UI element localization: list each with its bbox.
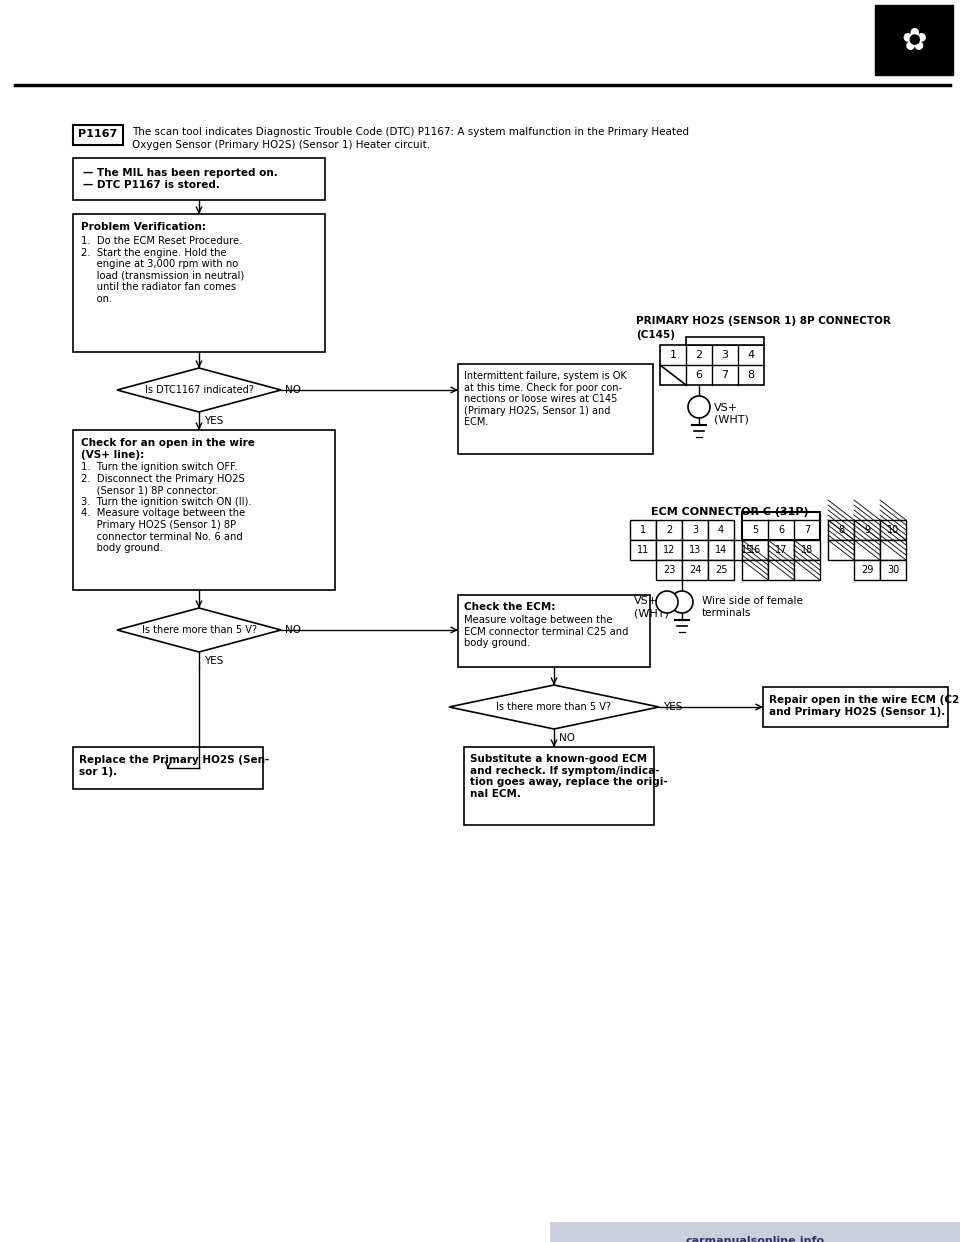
Circle shape	[671, 591, 693, 614]
FancyBboxPatch shape	[742, 560, 768, 580]
Text: 1: 1	[640, 525, 646, 535]
FancyBboxPatch shape	[880, 520, 906, 540]
FancyBboxPatch shape	[73, 158, 325, 200]
Text: V: V	[662, 597, 671, 607]
Text: Oxygen Sensor (Primary HO2S) (Sensor 1) Heater circuit.: Oxygen Sensor (Primary HO2S) (Sensor 1) …	[132, 140, 430, 150]
Text: 30: 30	[887, 565, 900, 575]
Text: 7: 7	[721, 370, 729, 380]
FancyBboxPatch shape	[73, 214, 325, 351]
Text: Substitute a known-good ECM
and recheck. If symptom/indica-
tion goes away, repl: Substitute a known-good ECM and recheck.…	[470, 754, 667, 799]
Text: V: V	[695, 402, 704, 412]
Text: Is DTC1167 indicated?: Is DTC1167 indicated?	[145, 385, 253, 395]
Text: ECM CONNECTOR C (31P): ECM CONNECTOR C (31P)	[651, 507, 809, 517]
Text: NO: NO	[559, 733, 575, 743]
FancyBboxPatch shape	[742, 512, 820, 540]
Text: P1167: P1167	[79, 129, 118, 139]
Text: V: V	[678, 597, 686, 607]
Text: Check for an open in the wire
(VS+ line):: Check for an open in the wire (VS+ line)…	[81, 438, 254, 460]
Text: NO: NO	[285, 385, 301, 395]
Text: VS+: VS+	[634, 596, 659, 606]
FancyBboxPatch shape	[875, 5, 953, 75]
Text: Is there more than 5 V?: Is there more than 5 V?	[141, 625, 256, 635]
Text: YES: YES	[204, 416, 224, 426]
FancyBboxPatch shape	[734, 540, 760, 560]
Text: 4: 4	[748, 350, 755, 360]
Text: 10: 10	[887, 525, 900, 535]
FancyBboxPatch shape	[768, 540, 794, 560]
Text: 12: 12	[662, 545, 675, 555]
Text: 6: 6	[695, 370, 703, 380]
Text: 15: 15	[741, 545, 754, 555]
Text: 9: 9	[864, 525, 870, 535]
Text: 8: 8	[838, 525, 844, 535]
Text: 8: 8	[748, 370, 755, 380]
FancyBboxPatch shape	[768, 560, 794, 580]
FancyBboxPatch shape	[682, 540, 708, 560]
FancyBboxPatch shape	[708, 520, 734, 540]
Text: Repair open in the wire ECM (C25)
and Primary HO2S (Sensor 1).: Repair open in the wire ECM (C25) and Pr…	[769, 696, 960, 717]
Circle shape	[656, 591, 678, 614]
FancyBboxPatch shape	[828, 520, 854, 540]
Text: 1.  Turn the ignition switch OFF.
2.  Disconnect the Primary HO2S
     (Sensor 1: 1. Turn the ignition switch OFF. 2. Disc…	[81, 462, 252, 553]
Text: Problem Verification:: Problem Verification:	[81, 222, 206, 232]
Text: terminals: terminals	[702, 609, 752, 619]
Text: 16: 16	[749, 545, 761, 555]
Polygon shape	[449, 686, 659, 729]
FancyBboxPatch shape	[656, 540, 682, 560]
FancyBboxPatch shape	[686, 337, 764, 345]
FancyBboxPatch shape	[708, 540, 734, 560]
Text: Check the ECM:: Check the ECM:	[464, 602, 556, 612]
Text: 11-163: 11-163	[795, 1222, 871, 1241]
FancyBboxPatch shape	[656, 560, 682, 580]
FancyBboxPatch shape	[682, 520, 708, 540]
Polygon shape	[117, 609, 281, 652]
FancyBboxPatch shape	[630, 520, 656, 540]
FancyBboxPatch shape	[854, 560, 880, 580]
Text: 7: 7	[804, 525, 810, 535]
Text: 25: 25	[715, 565, 728, 575]
Text: Measure voltage between the
ECM connector terminal C25 and
body ground.: Measure voltage between the ECM connecto…	[464, 615, 629, 648]
Text: The scan tool indicates Diagnostic Trouble Code (DTC) P1167: A system malfunctio: The scan tool indicates Diagnostic Troub…	[132, 127, 689, 137]
FancyBboxPatch shape	[794, 560, 820, 580]
FancyBboxPatch shape	[794, 540, 820, 560]
FancyBboxPatch shape	[880, 540, 906, 560]
Circle shape	[688, 396, 710, 419]
Text: 1.  Do the ECM Reset Procedure.
2.  Start the engine. Hold the
     engine at 3,: 1. Do the ECM Reset Procedure. 2. Start …	[81, 236, 244, 304]
FancyBboxPatch shape	[73, 430, 335, 590]
Text: — The MIL has been reported on.: — The MIL has been reported on.	[83, 168, 277, 178]
FancyBboxPatch shape	[742, 540, 768, 560]
FancyBboxPatch shape	[458, 364, 653, 455]
Text: Intermittent failure, system is OK
at this time. Check for poor con-
nections or: Intermittent failure, system is OK at th…	[464, 371, 627, 427]
FancyBboxPatch shape	[73, 746, 263, 789]
Text: 23: 23	[662, 565, 675, 575]
Text: NO: NO	[285, 625, 301, 635]
Text: (C145): (C145)	[636, 330, 675, 340]
FancyBboxPatch shape	[828, 540, 854, 560]
Text: YES: YES	[663, 702, 683, 712]
Text: 5: 5	[752, 525, 758, 535]
Text: 14: 14	[715, 545, 727, 555]
Text: 4: 4	[718, 525, 724, 535]
Text: (WHT): (WHT)	[714, 415, 749, 425]
Text: Replace the Primary HO2S (Sen-
sor 1).: Replace the Primary HO2S (Sen- sor 1).	[79, 755, 269, 776]
Polygon shape	[117, 368, 281, 412]
Text: Wire side of female: Wire side of female	[702, 596, 803, 606]
FancyBboxPatch shape	[630, 540, 656, 560]
FancyBboxPatch shape	[708, 560, 734, 580]
Text: Is there more than 5 V?: Is there more than 5 V?	[496, 702, 612, 712]
FancyBboxPatch shape	[656, 520, 682, 540]
FancyBboxPatch shape	[682, 560, 708, 580]
Text: 17: 17	[775, 545, 787, 555]
Text: (WHT): (WHT)	[634, 609, 669, 619]
Text: PRIMARY HO2S (SENSOR 1) 8P CONNECTOR: PRIMARY HO2S (SENSOR 1) 8P CONNECTOR	[636, 315, 891, 325]
Text: 2: 2	[666, 525, 672, 535]
Text: VS+: VS+	[714, 402, 738, 414]
FancyBboxPatch shape	[550, 1222, 960, 1242]
Text: 6: 6	[778, 525, 784, 535]
Text: 1: 1	[669, 350, 677, 360]
FancyBboxPatch shape	[763, 687, 948, 727]
Text: 3: 3	[692, 525, 698, 535]
FancyBboxPatch shape	[458, 595, 650, 667]
Text: 13: 13	[689, 545, 701, 555]
Text: 18: 18	[801, 545, 813, 555]
